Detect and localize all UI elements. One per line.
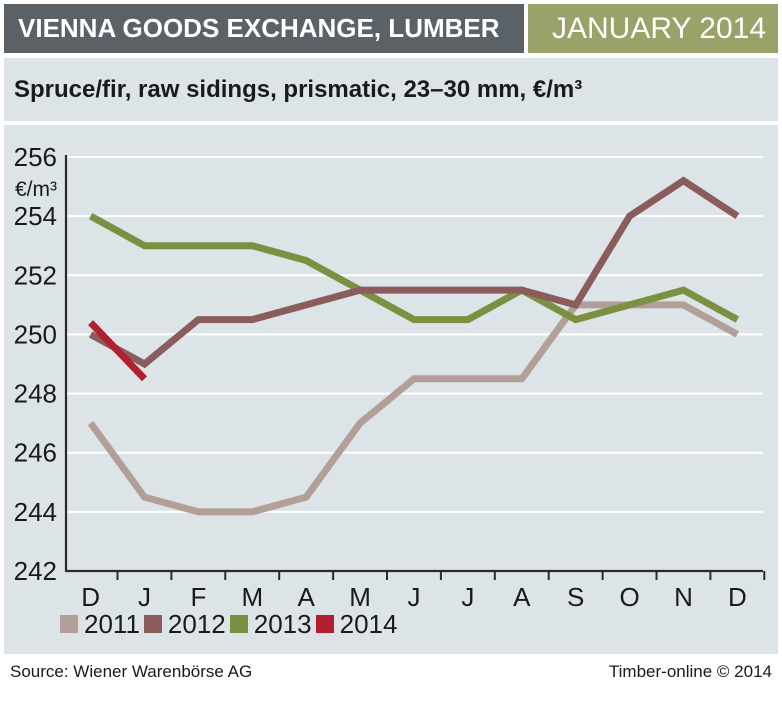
legend-label-2012: 2012 — [167, 609, 226, 639]
x-axis-label: J — [408, 582, 421, 612]
legend-item-2011: 2011 — [60, 609, 140, 639]
x-axis-label: D — [728, 582, 747, 612]
series-line-2014 — [88, 320, 148, 382]
y-axis-label: 250 — [14, 319, 57, 349]
legend-swatch-2014 — [315, 615, 334, 633]
legend-label-2014: 2014 — [339, 609, 398, 639]
x-axis-label: D — [81, 582, 100, 612]
x-axis-label: J — [461, 582, 474, 612]
x-axis-label: J — [138, 582, 151, 612]
subtitle-band: Spruce/fir, raw sidings, prismatic, 23–3… — [4, 58, 778, 121]
x-axis-label: A — [513, 582, 531, 612]
legend-swatch-2012 — [143, 615, 162, 633]
legend-label-2011: 2011 — [84, 609, 140, 639]
legend-swatch-2013 — [229, 615, 248, 633]
page-title: VIENNA GOODS EXCHANGE, LUMBER — [18, 13, 500, 43]
series-line-2013 — [88, 213, 740, 324]
x-axis-label: A — [298, 582, 316, 612]
y-axis-label: 248 — [14, 379, 57, 409]
copyright-note: Timber-online © 2014 — [608, 662, 772, 681]
page-title-box: VIENNA GOODS EXCHANGE, LUMBER — [4, 4, 524, 53]
title-bar: VIENNA GOODS EXCHANGE, LUMBER JANUARY 20… — [4, 4, 778, 53]
y-axis-unit-label: €/m³ — [15, 178, 57, 201]
series-line-2012 — [88, 176, 740, 369]
chart-subtitle: Spruce/fir, raw sidings, prismatic, 23–3… — [14, 75, 583, 103]
legend-item-2013: 2013 — [229, 609, 312, 639]
source-note: Source: Wiener Warenbörse AG — [10, 662, 253, 681]
x-axis-label: S — [567, 582, 584, 612]
chart-legend: 2011 2012 2013 2014 — [60, 609, 401, 639]
x-axis-label: N — [674, 582, 693, 612]
y-axis-label: 242 — [14, 556, 57, 586]
y-axis-label: 246 — [14, 438, 57, 468]
legend-item-2012: 2012 — [143, 609, 226, 639]
date-label: JANUARY 2014 — [551, 11, 766, 45]
x-axis-label: F — [190, 582, 206, 612]
chart-area: 242 244 246 248 250 252 254 256 €/m³ D J F M A M J J A S O N… — [4, 125, 778, 654]
legend-item-2014: 2014 — [315, 609, 398, 639]
y-axis-label: 244 — [14, 497, 57, 527]
y-axis-label: 252 — [14, 260, 57, 290]
x-axis-label: O — [619, 582, 639, 612]
date-badge: JANUARY 2014 — [528, 4, 778, 53]
legend-swatch-2011 — [60, 615, 78, 633]
legend-label-2013: 2013 — [253, 609, 312, 639]
y-axis-label: 254 — [14, 201, 57, 231]
footer: Source: Wiener Warenbörse AG Timber-onli… — [4, 654, 778, 717]
series-line-2011 — [87, 301, 740, 516]
y-axis-label: 256 — [14, 142, 57, 172]
x-axis-label: M — [349, 582, 371, 612]
x-axis-label: M — [241, 582, 263, 612]
price-line-chart: 242 244 246 248 250 252 254 256 €/m³ D J F M A M J J A S O N… — [14, 142, 766, 612]
